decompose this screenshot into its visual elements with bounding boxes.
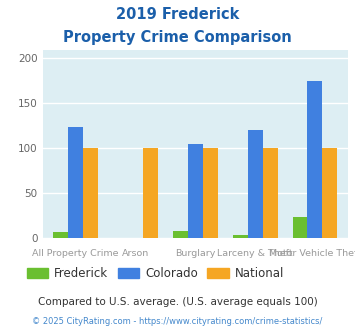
Text: Motor Vehicle Theft: Motor Vehicle Theft <box>269 249 355 258</box>
Bar <box>263 148 278 238</box>
Legend: Frederick, Colorado, National: Frederick, Colorado, National <box>24 263 287 283</box>
Bar <box>203 148 218 238</box>
Bar <box>173 231 188 238</box>
Bar <box>83 148 98 238</box>
Bar <box>307 81 322 238</box>
Text: Compared to U.S. average. (U.S. average equals 100): Compared to U.S. average. (U.S. average … <box>38 297 317 307</box>
Bar <box>143 148 158 238</box>
Text: Burglary: Burglary <box>175 249 215 258</box>
Bar <box>322 148 337 238</box>
Text: 2019 Frederick: 2019 Frederick <box>116 7 239 21</box>
Bar <box>53 232 68 238</box>
Text: © 2025 CityRating.com - https://www.cityrating.com/crime-statistics/: © 2025 CityRating.com - https://www.city… <box>32 317 323 326</box>
Bar <box>233 235 248 238</box>
Bar <box>68 127 83 238</box>
Text: All Property Crime: All Property Crime <box>32 249 119 258</box>
Text: Property Crime Comparison: Property Crime Comparison <box>63 30 292 45</box>
Text: Arson: Arson <box>122 249 149 258</box>
Bar <box>188 145 203 238</box>
Bar <box>293 217 307 238</box>
Text: Larceny & Theft: Larceny & Theft <box>217 249 293 258</box>
Bar <box>248 130 263 238</box>
